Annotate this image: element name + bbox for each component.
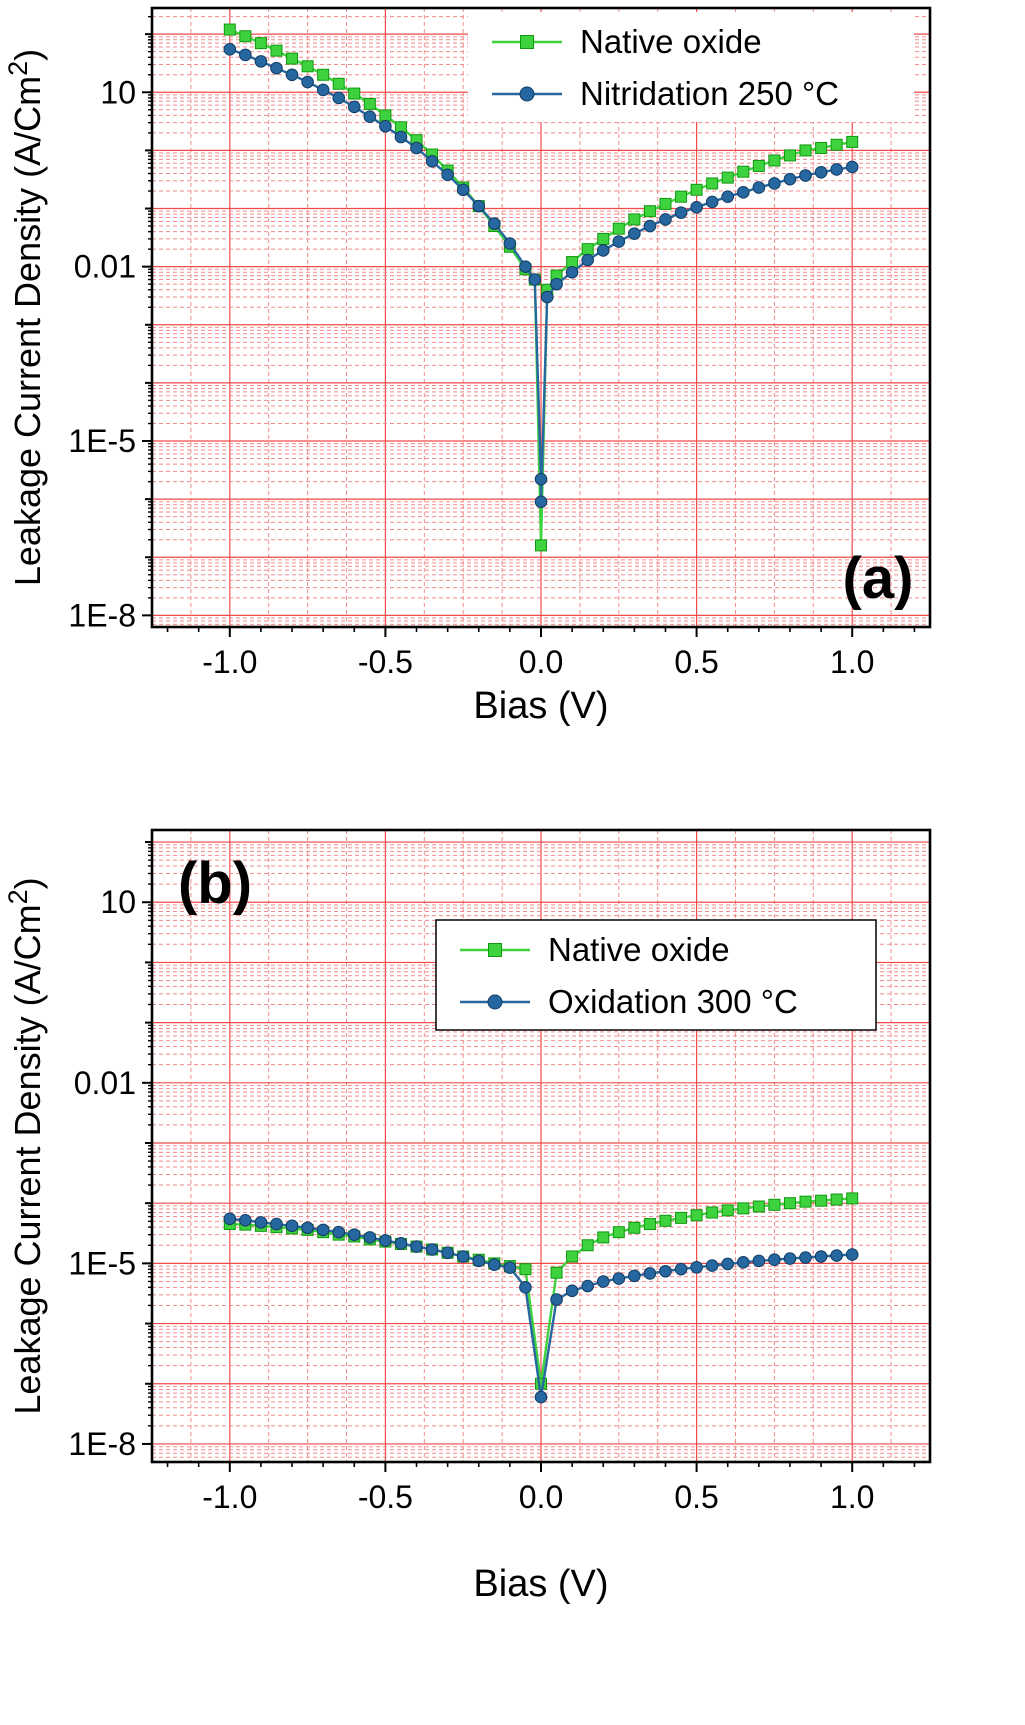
y-tick-label: 1E-5 [68, 423, 136, 459]
x-tick-label: -0.5 [358, 1479, 413, 1515]
legend-box [435, 919, 877, 1031]
legend-label: Oxidation 300 °C [548, 983, 798, 1020]
y-tick-label: 1E-8 [68, 597, 136, 633]
x-tick-label: 1.0 [830, 1479, 874, 1515]
x-tick-label: -1.0 [202, 1479, 257, 1515]
legend-label: Nitridation 250 °C [580, 75, 839, 112]
panel-tag: (a) [843, 546, 914, 611]
y-tick-label: 0.01 [74, 1065, 136, 1101]
chart-panel-b: -1.0 -0.5 0.0 0.5 1.0 1E-8 1E-5 0.01 10 Bias (V) L… [3, 828, 932, 1605]
y-tick-label: 1E-8 [68, 1426, 136, 1462]
legend-box [468, 12, 914, 122]
x-tick-label: 0.5 [674, 644, 718, 680]
x-tick-label: 0.0 [519, 1479, 563, 1515]
x-axis-title: Bias (V) [473, 685, 608, 727]
y-tick-label: 10 [100, 884, 136, 920]
x-tick-label: 1.0 [830, 644, 874, 680]
y-axis-title: Leakage Current Density (A/Cm2) [3, 877, 48, 1414]
legend-label: Native oxide [548, 931, 730, 968]
y-tick-label: 10 [100, 74, 136, 110]
y-tick-label: 1E-5 [68, 1245, 136, 1281]
y-tick-label: 0.01 [74, 249, 136, 285]
panel-tag: (b) [178, 851, 252, 916]
x-tick-label: -0.5 [358, 644, 413, 680]
x-tick-label: 0.0 [519, 644, 563, 680]
chart-panel-a: -1.0 -0.5 0.0 0.5 1.0 1E-8 1E-5 0.01 10 Bias (V) L… [3, 6, 932, 727]
legend-label: Native oxide [580, 23, 762, 60]
y-axis-title: Leakage Current Density (A/Cm2) [3, 49, 48, 586]
x-tick-label: 0.5 [674, 1479, 718, 1515]
x-tick-label: -1.0 [202, 644, 257, 680]
x-axis-title: Bias (V) [473, 1563, 608, 1605]
